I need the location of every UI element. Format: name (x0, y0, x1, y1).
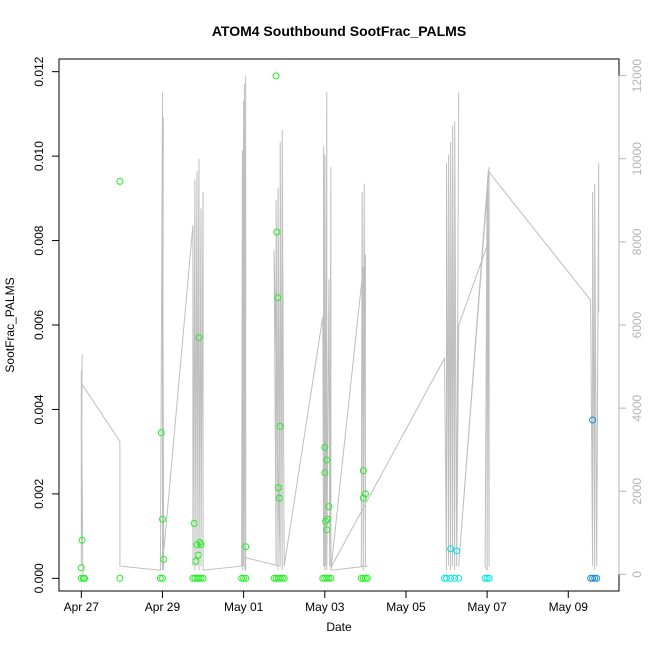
data-point (190, 519, 198, 527)
data-point (323, 574, 331, 582)
data-point (197, 574, 205, 582)
y2-tick-label: 6000 (630, 311, 644, 338)
data-point (275, 494, 283, 502)
data-point (77, 564, 85, 572)
data-point (159, 574, 166, 582)
data-point (321, 469, 329, 477)
data-point (159, 515, 166, 523)
data-point (453, 547, 461, 555)
y2-tick-label: 2000 (630, 478, 644, 505)
plot-frame (58, 58, 620, 592)
x-axis-label: Date (326, 620, 352, 634)
data-point (280, 574, 288, 582)
data-point (359, 467, 367, 475)
data-point (238, 574, 246, 582)
data-point (195, 574, 203, 582)
data-point (116, 574, 124, 582)
y-axis-right: 0 2000 4000 6000 8000 10000 12000 (618, 59, 644, 578)
data-point (361, 574, 369, 582)
data-point (275, 484, 282, 492)
x-axis: Apr 27 Apr 29 May 01 May 03 May 05 May 07 May … (64, 590, 589, 614)
data-point (78, 536, 86, 544)
x-tick-label: May 05 (386, 600, 426, 614)
data-point (481, 574, 489, 582)
data-point (363, 574, 371, 582)
data-point (274, 294, 282, 302)
data-point (240, 574, 248, 582)
x-tick-label: May 07 (467, 600, 507, 614)
y-tick-label: 0.004 (32, 394, 46, 424)
x-tick-label: May 09 (549, 600, 589, 614)
y-tick-label: 0.012 (32, 56, 46, 86)
x-tick-label: Apr 27 (64, 600, 100, 614)
data-point (324, 515, 332, 523)
y2-tick-label: 8000 (630, 228, 644, 255)
y2-tick-label: 4000 (630, 394, 644, 421)
data-point (359, 494, 367, 502)
data-point (116, 177, 124, 185)
data-point (273, 228, 281, 236)
points-layer (77, 72, 601, 582)
data-point (485, 574, 493, 582)
data-point (156, 574, 164, 582)
data-point (272, 72, 280, 80)
x-tick-label: May 01 (224, 600, 264, 614)
data-point (77, 574, 85, 582)
data-point (451, 574, 459, 582)
x-tick-label: May 03 (305, 600, 345, 614)
data-point (589, 416, 597, 424)
y-tick-label: 0.008 (32, 225, 46, 255)
data-point (325, 574, 333, 582)
data-point (192, 557, 200, 565)
data-point (589, 574, 597, 582)
data-point (157, 429, 165, 437)
data-point (278, 574, 286, 582)
data-point (195, 334, 203, 342)
data-point (443, 574, 450, 582)
y-tick-label: 0.006 (32, 310, 46, 340)
x-tick-label: Apr 29 (145, 600, 181, 614)
data-point (483, 574, 491, 582)
y-tick-label: 0.010 (32, 141, 46, 171)
data-point (447, 574, 455, 582)
data-point (197, 541, 205, 549)
y-axis-label: SootFrac_PALMS (3, 277, 17, 372)
data-point (359, 574, 367, 582)
data-point (276, 422, 284, 430)
data-point (81, 574, 89, 582)
data-point (242, 543, 250, 551)
data-point (593, 574, 601, 582)
data-point (199, 574, 207, 582)
data-point (323, 456, 331, 464)
data-point (242, 574, 250, 582)
data-point (591, 574, 599, 582)
data-point (325, 503, 333, 511)
data-point (361, 490, 369, 498)
y2-tick-label: 10000 (630, 142, 644, 176)
data-point (321, 443, 329, 451)
chart-title: ATOM4 Southbound SootFrac_PALMS (212, 23, 466, 39)
secondary-line-layer (80, 75, 600, 575)
y-tick-label: 0.000 (32, 563, 46, 593)
data-point (327, 574, 335, 582)
y-axis-left: 0.000 0.002 0.004 0.006 0.008 0.010 0.012 (32, 56, 60, 593)
data-point (323, 526, 331, 534)
data-point (455, 574, 463, 582)
y2-tick-label: 12000 (630, 59, 644, 93)
data-point (194, 551, 202, 559)
y2-tick-label: 0 (630, 571, 644, 578)
y-tick-label: 0.002 (32, 479, 46, 509)
data-point (160, 555, 168, 563)
data-point (276, 574, 284, 582)
secondary-series-line (80, 75, 600, 575)
data-point (322, 517, 330, 525)
data-point (447, 545, 455, 553)
